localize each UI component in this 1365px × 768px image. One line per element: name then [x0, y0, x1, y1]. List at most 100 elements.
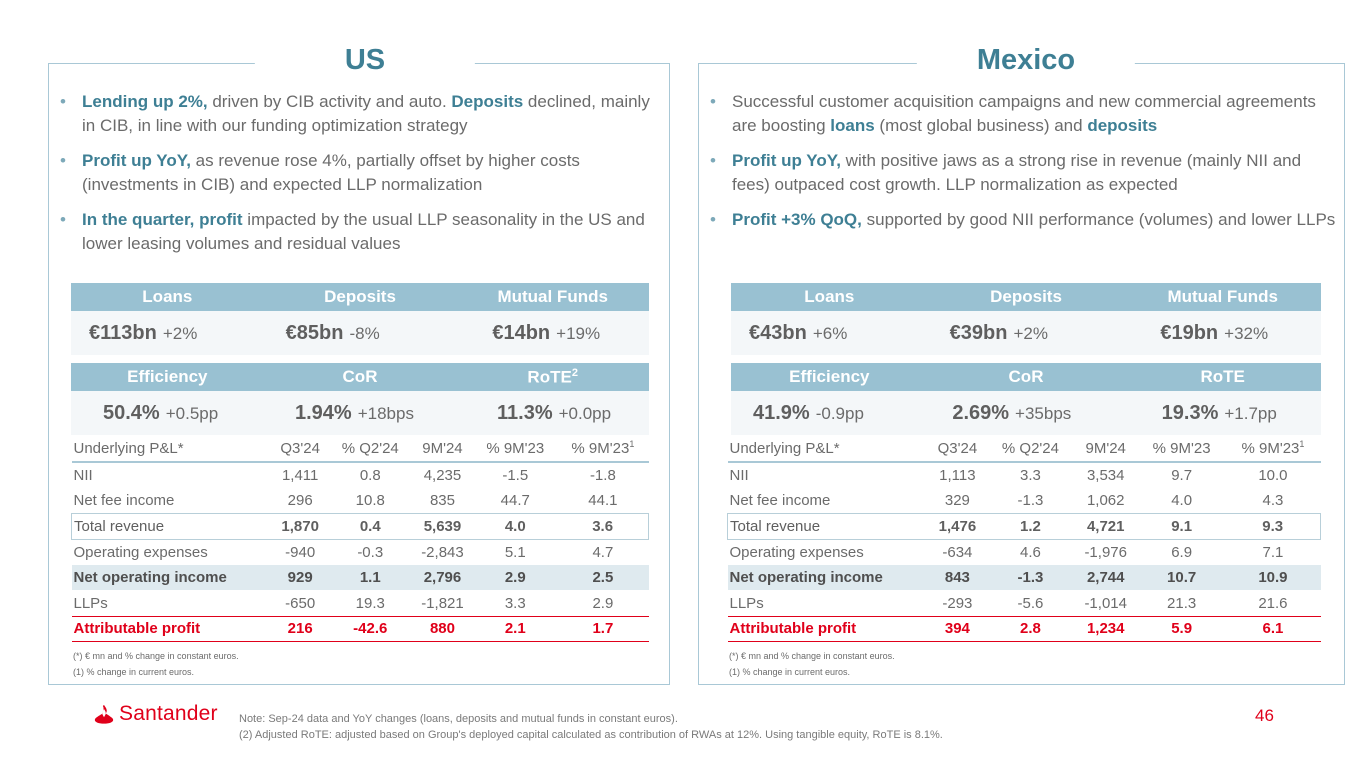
row-label: Attributable profit	[71, 615, 272, 643]
row-label: Total revenue	[727, 512, 928, 540]
kpi-mutual-funds: €19bn +32%	[1160, 321, 1269, 344]
table-cell: 2.8	[987, 615, 1074, 643]
footnote-ref: 2	[571, 366, 578, 379]
table-cell: 3,534	[1086, 466, 1125, 484]
table-row: Net fee income 296 10.8 835 44.7 44.1	[72, 488, 649, 514]
table-cell: -1.3	[987, 564, 1074, 591]
table-row: Net fee income 329 -1.3 1,062 4.0 4.3	[728, 488, 1321, 514]
table-cell: -1.8	[589, 466, 616, 484]
table-row: Total revenue 1,476 1.2 4,721 9.1 9.3	[727, 512, 1322, 540]
table-cell: -634	[942, 543, 973, 561]
us-title: US	[254, 42, 476, 78]
table-cell: 296	[287, 491, 313, 509]
mexico-kpi-header-2: Efficiency CoR RoTE	[731, 363, 1321, 391]
table-cell: 2,744	[1073, 564, 1138, 591]
table-row: Attributable profit 216 -42.6 880 2.1 1.7	[71, 615, 649, 643]
table-cell: 394	[927, 615, 988, 643]
table-cell: 5.1	[504, 543, 526, 561]
table-cell: 1,870	[271, 512, 329, 540]
table-cell: 4.0	[1171, 491, 1193, 509]
page-number: 46	[1255, 706, 1274, 725]
mexico-kpis: Loans Deposits Mutual Funds €43bn +6% €39…	[731, 283, 1321, 443]
table-cell: 4.0	[473, 512, 558, 540]
table-cell: 1.7	[557, 615, 649, 643]
mexico-bullet-2: Profit up YoY, with positive jaws as a s…	[707, 149, 1336, 197]
table-cell: 4.3	[1262, 491, 1284, 509]
kpi-header-cor: CoR	[342, 367, 378, 386]
table-cell: 2.9	[592, 594, 614, 612]
kpi-header-efficiency: Efficiency	[789, 367, 870, 386]
column-header: % 9M'23	[1137, 435, 1226, 463]
table-cell: 1,234	[1073, 615, 1138, 643]
footer-note: Note: Sep-24 data and YoY changes (loans…	[239, 713, 943, 741]
mexico-panel: Mexico Successful customer acquisition c…	[698, 42, 1345, 685]
table-cell: 21.6	[1258, 594, 1288, 612]
column-header: Underlying P&L*	[71, 435, 272, 463]
table-cell: 1,411	[281, 466, 319, 484]
kpi-header-rote: RoTE2	[527, 366, 578, 387]
column-header: Underlying P&L*	[727, 435, 928, 463]
table-cell: 1,113	[939, 466, 976, 484]
table-cell: -1,976	[1084, 543, 1127, 561]
kpi-mutual-funds: €14bn +19%	[492, 321, 601, 344]
us-kpi-header-1: Loans Deposits Mutual Funds	[71, 283, 649, 311]
table-cell: -940	[285, 543, 316, 561]
table-cell: 929	[271, 564, 329, 591]
table-cell: 4.6	[1020, 543, 1041, 561]
table-cell: 44.1	[588, 491, 618, 509]
mexico-bullet-1: Successful customer acquisition campaign…	[707, 90, 1336, 138]
kpi-efficiency: 41.9% -0.9pp	[753, 401, 864, 424]
table-row: NII 1,411 0.8 4,235 -1.5 -1.8	[72, 462, 649, 488]
santander-logo: Santander	[93, 702, 218, 726]
table-cell: -293	[942, 594, 973, 612]
table-cell: 7.1	[1262, 543, 1284, 561]
table-cell: 0.4	[328, 512, 412, 540]
kpi-deposits: €39bn +2%	[949, 321, 1048, 344]
table-row: Operating expenses -634 4.6 -1,976 6.9 7.1	[728, 539, 1321, 565]
table-cell: 5.9	[1137, 615, 1226, 643]
row-label: Operating expenses	[73, 543, 208, 561]
table-cell: 2.9	[473, 564, 558, 591]
us-bullet-3: In the quarter, profit impacted by the u…	[57, 208, 661, 256]
table-row: LLPs -293 -5.6 -1,014 21.3 21.6	[728, 590, 1321, 616]
table-cell: 2.1	[473, 615, 558, 643]
column-header: Q3'24	[927, 435, 988, 463]
column-header: % 9M'231	[1225, 435, 1321, 463]
kpi-header-loans: Loans	[142, 287, 193, 306]
table-row: NII 1,113 3.3 3,534 9.7 10.0	[728, 462, 1321, 488]
table-cell: 44.7	[500, 491, 530, 509]
row-label: LLPs	[73, 594, 108, 612]
table-cell: 21.3	[1167, 594, 1197, 612]
us-table-notes: (*) € mn and % change in constant euros.…	[73, 651, 239, 678]
santander-flame-icon	[94, 704, 114, 724]
table-cell: 6.9	[1171, 543, 1193, 561]
column-header: 9M'24	[411, 435, 474, 463]
kpi-header-deposits: Deposits	[324, 287, 396, 306]
column-header: % 9M'23	[473, 435, 558, 463]
mexico-kpi-values-2: 41.9% -0.9pp 2.69% +35bps 19.3% +1.7pp	[731, 391, 1321, 435]
santander-wordmark: Santander	[119, 702, 218, 725]
us-pl-table: Underlying P&L* Q3'24 % Q2'24 9M'24 % 9M…	[71, 435, 650, 680]
table-row: Attributable profit 394 2.8 1,234 5.9 6.1	[727, 615, 1321, 643]
column-header: % Q2'24	[987, 435, 1074, 463]
kpi-rote: 11.3% +0.0pp	[497, 401, 612, 424]
table-cell: 9.1	[1137, 512, 1226, 540]
mexico-bullets: Successful customer acquisition campaign…	[707, 90, 1336, 243]
column-header: 9M'24	[1073, 435, 1138, 463]
table-cell: 10.0	[1258, 466, 1288, 484]
table-cell: 3.6	[557, 512, 650, 540]
table-cell: 9.3	[1225, 512, 1322, 540]
mexico-pl-table: Underlying P&L* Q3'24 % Q2'24 9M'24 % 9M…	[727, 435, 1322, 680]
column-header: Q3'24	[271, 435, 329, 463]
row-label: Net operating income	[727, 564, 928, 591]
row-label: Net fee income	[729, 491, 831, 509]
table-cell: 4,721	[1073, 512, 1138, 540]
column-header: % Q2'24	[328, 435, 412, 463]
table-cell: 19.3	[355, 594, 385, 612]
row-label: NII	[73, 466, 93, 484]
kpi-header-mutual-funds: Mutual Funds	[497, 287, 608, 306]
table-row: LLPs -650 19.3 -1,821 3.3 2.9	[72, 590, 649, 616]
table-cell: -1.5	[502, 466, 529, 484]
us-panel: US Lending up 2%, driven by CIB activity…	[48, 42, 670, 685]
table-cell: 4.7	[592, 543, 614, 561]
